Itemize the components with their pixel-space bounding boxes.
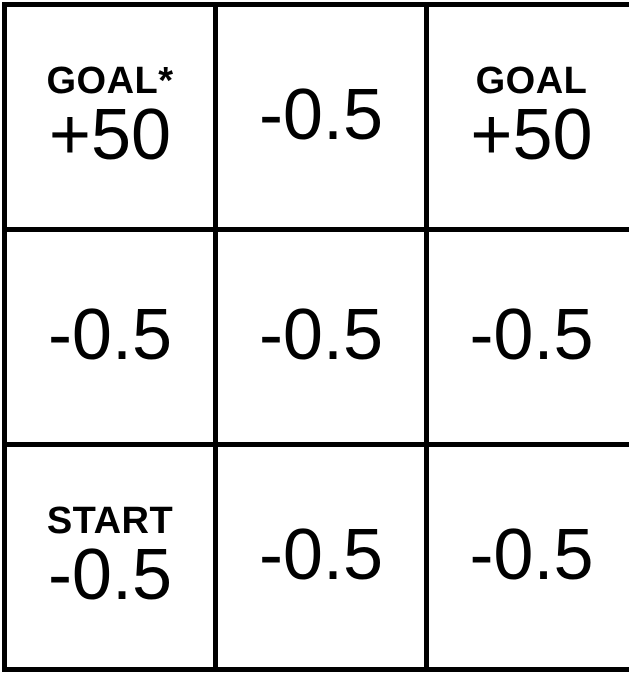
grid-cell: -0.5 <box>218 7 424 227</box>
grid-cell-start: START -0.5 <box>7 447 213 667</box>
grid-cell-goal-star: GOAL* +50 <box>7 7 213 227</box>
cell-reward: -0.5 <box>47 535 173 615</box>
cell-label: START <box>46 500 174 542</box>
cell-reward: -0.5 <box>469 295 594 375</box>
cell-reward: -0.5 <box>469 515 594 595</box>
cell-reward: -0.5 <box>47 295 173 375</box>
cell-reward: -0.5 <box>258 295 384 375</box>
cell-reward: +50 <box>48 95 172 175</box>
grid-cell: -0.5 <box>429 447 634 667</box>
grid-cell-goal: GOAL +50 <box>429 7 634 227</box>
grid-cell: -0.5 <box>218 447 424 667</box>
cell-reward: +50 <box>470 95 593 175</box>
cell-label: GOAL* <box>46 60 174 102</box>
grid-cell: -0.5 <box>7 232 213 442</box>
grid-cell: -0.5 <box>429 232 634 442</box>
cell-reward: -0.5 <box>258 515 384 595</box>
cell-reward: -0.5 <box>258 75 384 155</box>
grid-cell: -0.5 <box>218 232 424 442</box>
cell-label: GOAL <box>475 60 588 102</box>
